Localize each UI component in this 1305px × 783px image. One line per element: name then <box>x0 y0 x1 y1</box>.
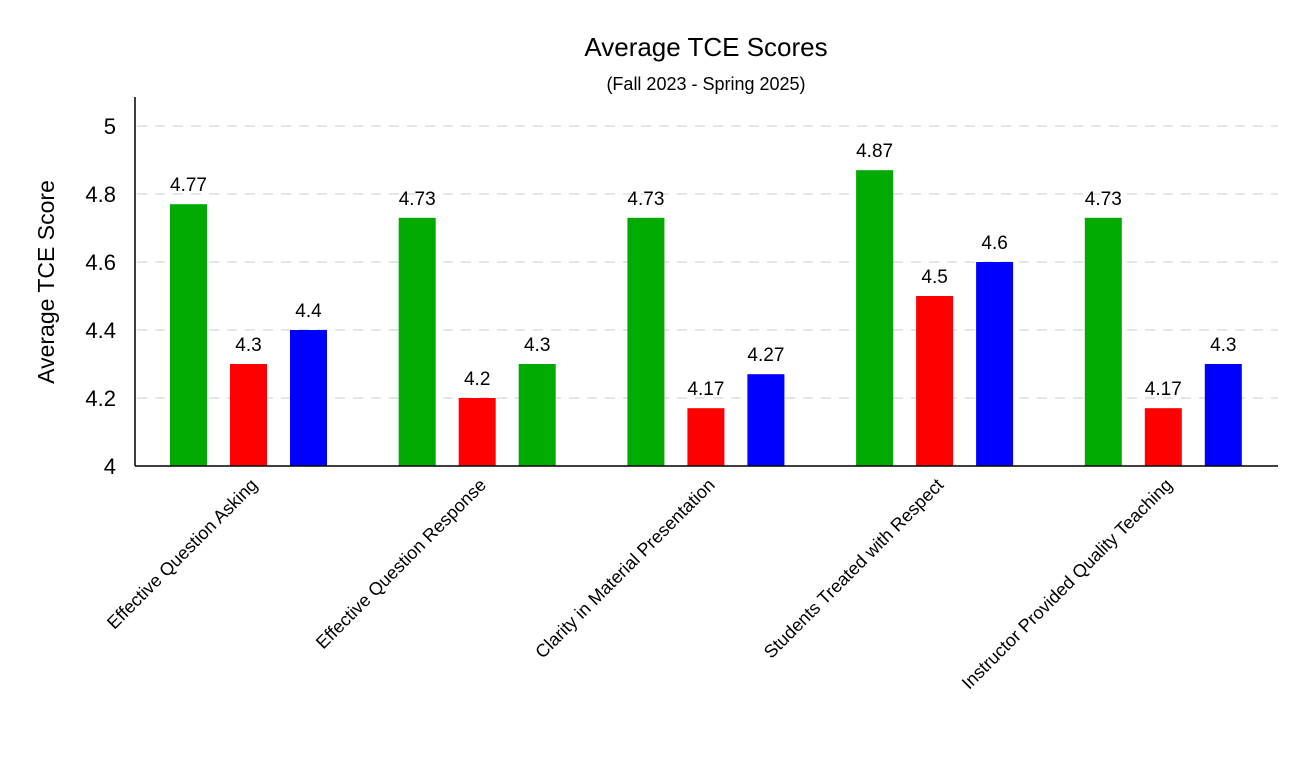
y-tick-labels: 4 4.2 4.4 4.6 4.8 5 <box>85 114 116 479</box>
bar <box>1084 217 1122 466</box>
data-label: 4.17 <box>687 379 724 400</box>
data-label: 4.3 <box>524 335 550 356</box>
bar <box>687 408 725 466</box>
bar <box>1144 408 1182 466</box>
x-tick-label: Effective Question Asking <box>103 475 261 633</box>
data-label: 4.3 <box>235 335 261 356</box>
y-tick-label: 4.2 <box>85 386 116 411</box>
x-tick-label: Instructor Provided Quality Teaching <box>958 475 1176 693</box>
data-label: 4.77 <box>170 175 207 196</box>
chart-subtitle: (Fall 2023 - Spring 2025) <box>606 74 805 94</box>
data-label: 4.73 <box>399 189 436 210</box>
bar <box>976 262 1014 466</box>
data-label: 4.87 <box>856 141 893 162</box>
data-label: 4.3 <box>1210 335 1236 356</box>
y-tick-label: 4 <box>104 454 116 479</box>
data-label: 4.73 <box>627 189 664 210</box>
y-axis-label: Average TCE Score <box>33 180 59 384</box>
axes <box>134 97 1278 467</box>
x-tick-labels: Effective Question Asking Effective Quest… <box>103 475 1176 693</box>
bar <box>398 217 436 466</box>
data-label: 4.6 <box>981 233 1007 254</box>
y-tick-label: 4.8 <box>85 182 116 207</box>
data-label: 4.73 <box>1085 189 1122 210</box>
bar <box>747 374 785 466</box>
y-tick-label: 4.6 <box>85 250 116 275</box>
bar <box>1204 364 1242 466</box>
data-label: 4.17 <box>1145 379 1182 400</box>
bar <box>627 217 665 466</box>
data-labels: 4.77 4.3 4.4 4.73 4.2 4.3 4.73 4.17 4.27 4.87 4.5 4… <box>170 141 1237 400</box>
x-tick-label: Effective Question Response <box>312 475 490 653</box>
bar <box>856 170 894 466</box>
bar <box>170 204 207 466</box>
data-label: 4.4 <box>295 301 322 322</box>
bar <box>518 364 556 466</box>
bar <box>290 330 327 466</box>
x-tick-label: Students Treated with Respect <box>760 475 947 662</box>
y-tick-label: 5 <box>104 114 116 139</box>
bars <box>170 170 1242 466</box>
data-label: 4.27 <box>747 345 784 366</box>
y-tick-label: 4.4 <box>85 318 116 343</box>
bar <box>916 296 954 466</box>
bar <box>458 398 496 466</box>
data-label: 4.2 <box>464 369 490 390</box>
x-tick-label: Clarity in Material Presentation <box>531 475 718 662</box>
chart-title: Average TCE Scores <box>584 32 827 62</box>
data-label: 4.5 <box>921 267 947 288</box>
bar <box>230 364 267 466</box>
